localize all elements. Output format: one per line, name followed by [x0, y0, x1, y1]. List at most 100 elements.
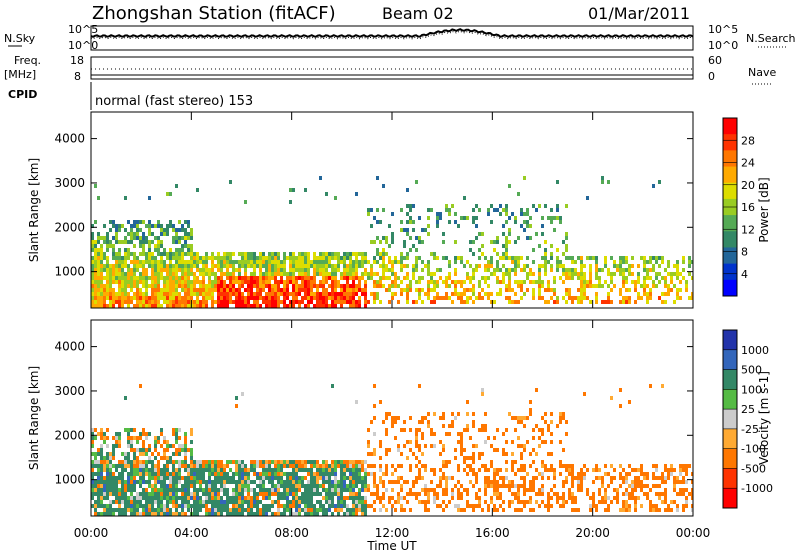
range-gate-cell: [334, 300, 337, 304]
range-gate-cell: [532, 248, 535, 252]
range-gate-cell: [478, 456, 481, 460]
range-gate-cell: [313, 252, 316, 256]
freq-right-tick-top: 60: [708, 54, 722, 67]
range-gate-cell: [211, 488, 214, 492]
range-gate-cell: [307, 300, 310, 304]
range-gate-cell: [331, 252, 334, 256]
range-gate-cell: [115, 464, 118, 468]
range-gate-cell: [646, 260, 649, 264]
range-gate-cell: [229, 288, 232, 292]
range-gate-cell: [328, 500, 331, 504]
range-gate-cell: [169, 472, 172, 476]
range-gate-cell: [163, 232, 166, 236]
range-gate-cell: [244, 488, 247, 492]
range-gate-cell: [625, 508, 628, 512]
range-gate-cell: [277, 296, 280, 300]
range-gate-cell: [337, 464, 340, 468]
range-gate-cell: [544, 248, 547, 252]
range-gate-cell: [541, 488, 544, 492]
range-gate-cell: [103, 252, 106, 256]
range-gate-cell: [172, 452, 175, 456]
range-gate-cell: [367, 428, 370, 432]
range-gate-cell: [373, 280, 376, 284]
range-gate-cell: [214, 300, 217, 304]
range-gate-cell: [364, 292, 367, 296]
range-gate-cell: [256, 504, 259, 508]
range-gate-cell: [529, 500, 532, 504]
range-gate-cell: [304, 252, 307, 256]
range-gate-cell: [529, 400, 532, 404]
range-gate-cell: [229, 264, 232, 268]
range-gate-cell: [415, 444, 418, 448]
range-gate-cell: [184, 436, 187, 440]
range-gate-cell: [319, 268, 322, 272]
range-gate-cell: [277, 304, 280, 308]
range-gate-cell: [619, 292, 622, 296]
range-gate-cell: [154, 488, 157, 492]
range-gate-cell: [544, 260, 547, 264]
range-gate-cell: [211, 492, 214, 496]
range-gate-cell: [232, 284, 235, 288]
range-gate-cell: [523, 476, 526, 480]
range-gate-cell: [472, 508, 475, 512]
range-gate-cell: [415, 236, 418, 240]
range-gate-cell: [238, 468, 241, 472]
range-gate-cell: [304, 508, 307, 512]
range-gate-cell: [319, 472, 322, 476]
range-gate-cell: [406, 232, 409, 236]
range-gate-cell: [262, 480, 265, 484]
range-gate-cell: [385, 468, 388, 472]
range-gate-cell: [520, 256, 523, 260]
range-gate-cell: [532, 476, 535, 480]
range-gate-cell: [394, 260, 397, 264]
range-gate-cell: [232, 264, 235, 268]
range-gate-cell: [130, 476, 133, 480]
range-gate-cell: [340, 504, 343, 508]
range-gate-cell: [358, 252, 361, 256]
range-gate-cell: [619, 300, 622, 304]
range-gate-cell: [580, 268, 583, 272]
range-gate-cell: [310, 484, 313, 488]
range-gate-cell: [664, 492, 667, 496]
range-gate-cell: [226, 464, 229, 468]
range-gate-cell: [298, 292, 301, 296]
range-gate-cell: [193, 300, 196, 304]
range-gate-cell: [235, 496, 238, 500]
range-gate-cell: [217, 512, 220, 516]
range-gate-cell: [457, 224, 460, 228]
range-gate-cell: [532, 436, 535, 440]
range-gate-cell: [472, 424, 475, 428]
range-gate-cell: [163, 492, 166, 496]
range-gate-cell: [298, 276, 301, 280]
range-gate-cell: [151, 460, 154, 464]
range-gate-cell: [502, 264, 505, 268]
range-gate-cell: [259, 288, 262, 292]
range-gate-cell: [382, 480, 385, 484]
range-gate-cell: [139, 292, 142, 296]
range-gate-cell: [238, 464, 241, 468]
range-gate-cell: [559, 420, 562, 424]
range-gate-cell: [325, 292, 328, 296]
range-gate-cell: [181, 300, 184, 304]
range-gate-cell: [139, 276, 142, 280]
range-gate-cell: [121, 268, 124, 272]
range-gate-cell: [571, 296, 574, 300]
range-gate-cell: [232, 504, 235, 508]
range-gate-cell: [295, 276, 298, 280]
range-gate-cell: [145, 284, 148, 288]
range-gate-cell: [625, 504, 628, 508]
range-gate-cell: [304, 492, 307, 496]
range-gate-cell: [397, 284, 400, 288]
range-gate-cell: [559, 416, 562, 420]
range-gate-cell: [295, 264, 298, 268]
range-gate-cell: [625, 288, 628, 292]
range-gate-cell: [553, 492, 556, 496]
range-gate-cell: [259, 292, 262, 296]
range-gate-cell: [361, 496, 364, 500]
range-gate-cell: [217, 292, 220, 296]
range-gate-cell: [610, 480, 613, 484]
range-gate-cell: [451, 424, 454, 428]
range-gate-cell: [103, 468, 106, 472]
range-gate-cell: [166, 512, 169, 516]
